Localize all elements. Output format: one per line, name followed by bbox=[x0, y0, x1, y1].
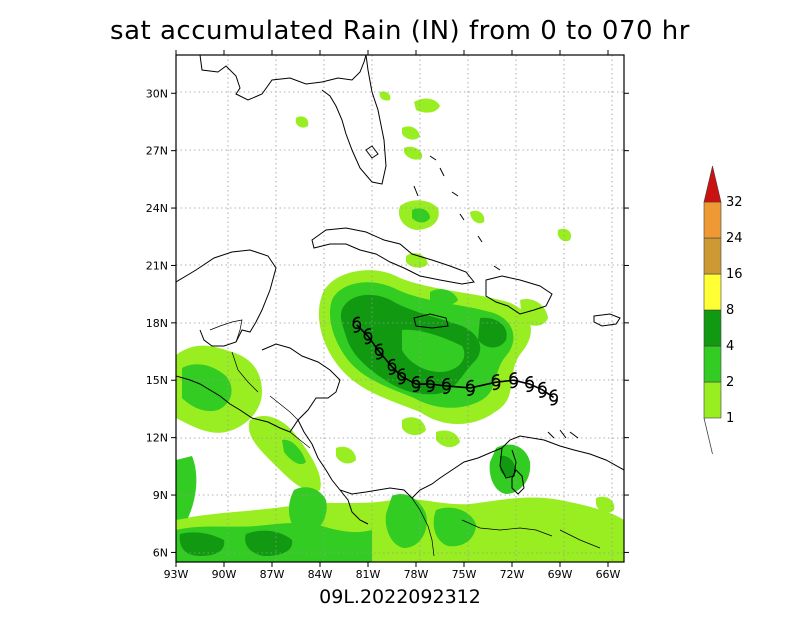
lat-tick-label: 12N bbox=[146, 432, 168, 445]
colorbar-label: 2 bbox=[726, 375, 734, 390]
lon-tick-label: 81W bbox=[356, 568, 381, 581]
colorbar-segment bbox=[703, 237, 722, 275]
colorbar-label: 8 bbox=[726, 303, 734, 318]
colorbar-segment bbox=[703, 273, 722, 311]
colorbar-segment bbox=[703, 201, 722, 239]
lon-tick-label: 69W bbox=[548, 568, 573, 581]
colorbar-label: 32 bbox=[726, 195, 743, 210]
tropical-storm-icon bbox=[425, 376, 435, 393]
tropical-storm-icon bbox=[397, 368, 407, 385]
lon-tick-label: 84W bbox=[308, 568, 333, 581]
lat-tick-label: 27N bbox=[146, 145, 168, 158]
latitude-axis: 6N 9N 12N 15N 18N 21N 24N 27N 30N bbox=[146, 87, 629, 559]
lon-tick-label: 72W bbox=[500, 568, 525, 581]
lon-tick-label: 78W bbox=[404, 568, 429, 581]
tropical-storm-icon bbox=[465, 379, 475, 396]
colorbar-segment bbox=[703, 345, 722, 383]
lat-tick-label: 9N bbox=[153, 489, 168, 502]
lat-tick-label: 24N bbox=[146, 202, 168, 215]
lon-tick-label: 93W bbox=[164, 568, 189, 581]
storm-track-symbols bbox=[352, 316, 558, 406]
colorbar-label: 24 bbox=[726, 231, 743, 246]
rainfall-field bbox=[176, 91, 624, 562]
map-frame bbox=[175, 54, 625, 563]
tropical-storm-icon bbox=[352, 316, 362, 333]
lon-tick-label: 87W bbox=[260, 568, 285, 581]
tropical-storm-icon bbox=[363, 328, 373, 345]
tropical-storm-icon bbox=[538, 381, 547, 398]
tropical-storm-icon bbox=[549, 389, 558, 406]
lat-tick-label: 30N bbox=[146, 87, 168, 100]
tropical-storm-icon bbox=[441, 377, 451, 395]
tropical-storm-icon bbox=[411, 376, 421, 393]
lon-tick-label: 66W bbox=[596, 568, 621, 581]
coastlines bbox=[176, 55, 624, 525]
tropical-storm-icon bbox=[491, 374, 501, 391]
tropical-storm-icon bbox=[509, 372, 518, 389]
colorbar-segment bbox=[703, 381, 722, 419]
colorbar-segment bbox=[703, 309, 722, 347]
tropical-storm-icon bbox=[525, 376, 534, 393]
colorbar-label: 4 bbox=[726, 339, 734, 354]
tropical-storm-icon bbox=[374, 343, 384, 360]
country-borders bbox=[209, 319, 601, 557]
colorbar-label: 1 bbox=[726, 411, 734, 426]
colorbar-max-triangle bbox=[703, 165, 722, 203]
lon-tick-label: 75W bbox=[452, 568, 477, 581]
lon-tick-label: 90W bbox=[212, 568, 237, 581]
lat-tick-label: 21N bbox=[146, 259, 168, 272]
colorbar-label: 16 bbox=[726, 267, 743, 282]
lat-tick-label: 18N bbox=[146, 317, 168, 330]
storm-id-label: 09L.2022092312 bbox=[319, 586, 481, 608]
map-title: sat accumulated Rain (IN) from 0 to 070 … bbox=[110, 16, 690, 46]
colorbar-min-triangle bbox=[703, 417, 713, 455]
lat-tick-label: 6N bbox=[153, 546, 168, 559]
tropical-storm-icon bbox=[387, 358, 397, 375]
map-gridlines bbox=[176, 55, 624, 562]
lat-tick-label: 15N bbox=[146, 374, 168, 387]
longitude-axis: 93W 90W 87W 84W 81W 78W 75W 72W 69W 66W bbox=[164, 50, 621, 581]
